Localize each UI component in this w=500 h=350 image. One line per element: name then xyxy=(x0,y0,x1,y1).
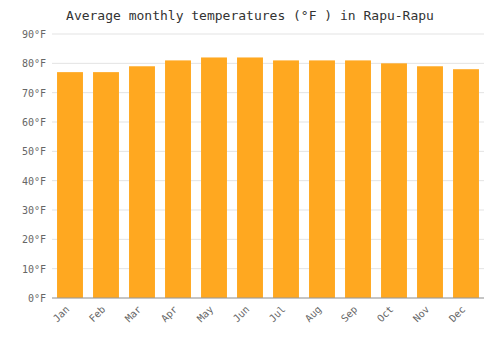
title: Average monthly temperatures (°F ) in Ra… xyxy=(66,8,434,23)
bars xyxy=(57,57,479,298)
grid-line xyxy=(52,63,484,64)
y-tick-label: 60°F xyxy=(22,117,46,128)
y-tick-label: 80°F xyxy=(22,58,46,69)
grid xyxy=(52,34,484,298)
x-tick-label: Mar xyxy=(123,304,144,325)
y-tick-label: 50°F xyxy=(22,146,46,157)
bar xyxy=(273,60,299,298)
chart-container: Average monthly temperatures (°F ) in Ra… xyxy=(0,0,500,350)
bar xyxy=(345,60,371,298)
bar xyxy=(165,60,191,298)
y-tick-label: 20°F xyxy=(22,234,46,245)
bar xyxy=(381,63,407,298)
grid-line xyxy=(52,34,484,35)
bar xyxy=(417,66,443,298)
grid-line xyxy=(52,298,484,299)
y-tick-label: 0°F xyxy=(28,293,46,304)
x-tick-label: Jul xyxy=(267,304,288,325)
y-tick-label: 10°F xyxy=(22,264,46,275)
x-tick-label: Sep xyxy=(339,304,360,325)
x-tick-label: May xyxy=(195,304,216,325)
x-tick-label: Aug xyxy=(303,304,324,325)
bar xyxy=(309,60,335,298)
x-tick-label: Feb xyxy=(87,304,108,325)
x-axis-line xyxy=(52,298,484,299)
bar xyxy=(237,57,263,298)
y-tick-label: 40°F xyxy=(22,176,46,187)
bar xyxy=(129,66,155,298)
chart: Average monthly temperatures (°F ) in Ra… xyxy=(0,0,500,350)
x-tick-label: Dec xyxy=(447,304,468,325)
y-tick-label: 70°F xyxy=(22,88,46,99)
bar xyxy=(57,72,83,298)
x-tick-label: Oct xyxy=(375,304,396,325)
x-tick-label: Nov xyxy=(411,304,432,325)
bar xyxy=(453,69,479,298)
x-tick-label: Apr xyxy=(159,304,180,325)
bar xyxy=(93,72,119,298)
y-tick-label: 30°F xyxy=(22,205,46,216)
y-tick-label: 90°F xyxy=(22,29,46,40)
x-tick-label: Jun xyxy=(231,304,252,325)
bar xyxy=(201,57,227,298)
x-tick-label: Jan xyxy=(51,304,72,325)
